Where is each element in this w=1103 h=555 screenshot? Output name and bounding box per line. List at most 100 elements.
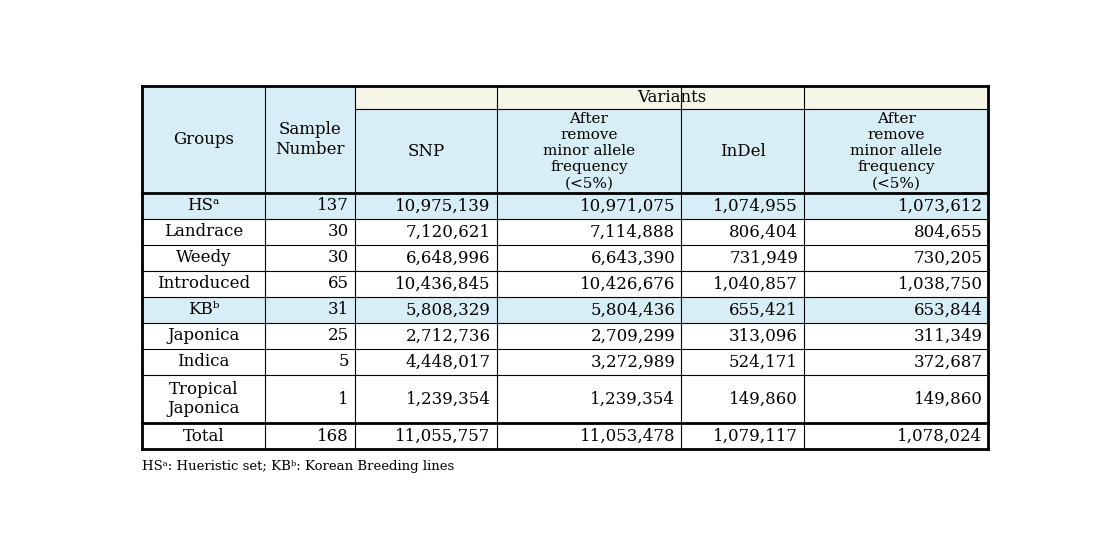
Bar (265, 219, 355, 245)
Text: 10,426,676: 10,426,676 (580, 275, 675, 292)
Bar (355, 245, 496, 271)
Bar (804, 323, 988, 349)
Bar (496, 271, 682, 297)
Bar (265, 86, 355, 193)
Bar (142, 297, 265, 323)
Bar (682, 375, 804, 423)
Bar (355, 349, 496, 375)
Bar (142, 323, 265, 349)
Bar (265, 375, 355, 423)
Text: 524,171: 524,171 (729, 354, 799, 371)
Text: Tropical
Japonica: Tropical Japonica (168, 381, 239, 417)
Bar (265, 423, 355, 449)
Text: 1,038,750: 1,038,750 (898, 275, 983, 292)
Bar (355, 109, 496, 193)
Text: 7,120,621: 7,120,621 (406, 224, 491, 240)
Text: 311,349: 311,349 (913, 327, 983, 345)
Bar (265, 297, 355, 323)
Text: Indica: Indica (178, 354, 229, 371)
Text: Introduced: Introduced (157, 275, 250, 292)
Bar (142, 245, 265, 271)
Text: 168: 168 (318, 427, 349, 445)
Text: 653,844: 653,844 (913, 301, 983, 319)
Text: 5: 5 (339, 354, 349, 371)
Bar (804, 271, 988, 297)
Bar (142, 219, 265, 245)
Bar (265, 323, 355, 349)
Text: 1,074,955: 1,074,955 (714, 198, 799, 214)
Text: 149,860: 149,860 (913, 391, 983, 407)
Text: 6,648,996: 6,648,996 (406, 250, 491, 266)
Bar (804, 193, 988, 219)
Bar (496, 109, 682, 193)
Text: 1,078,024: 1,078,024 (898, 427, 983, 445)
Text: HSᵃ: Hueristic set; KBᵇ: Korean Breeding lines: HSᵃ: Hueristic set; KBᵇ: Korean Breeding… (142, 460, 454, 473)
Bar (682, 349, 804, 375)
Bar (682, 109, 804, 193)
Bar (496, 193, 682, 219)
Bar (142, 349, 265, 375)
Bar (496, 219, 682, 245)
Bar (142, 271, 265, 297)
Bar (804, 109, 988, 193)
Text: 2,712,736: 2,712,736 (406, 327, 491, 345)
Bar (804, 297, 988, 323)
Text: 804,655: 804,655 (913, 224, 983, 240)
Bar (682, 219, 804, 245)
Text: 372,687: 372,687 (913, 354, 983, 371)
Text: 313,096: 313,096 (729, 327, 799, 345)
Bar (265, 349, 355, 375)
Bar (265, 271, 355, 297)
Bar (142, 375, 265, 423)
Bar (265, 245, 355, 271)
Bar (496, 297, 682, 323)
Text: Total: Total (183, 427, 224, 445)
Bar (682, 323, 804, 349)
Text: 30: 30 (328, 224, 349, 240)
Text: 730,205: 730,205 (913, 250, 983, 266)
Bar (355, 193, 496, 219)
Bar (804, 375, 988, 423)
Text: SNP: SNP (407, 143, 445, 160)
Text: 1,073,612: 1,073,612 (898, 198, 983, 214)
Text: 149,860: 149,860 (729, 391, 799, 407)
Bar (496, 375, 682, 423)
Bar (265, 193, 355, 219)
Text: Weedy: Weedy (175, 250, 232, 266)
Text: Landrace: Landrace (164, 224, 244, 240)
Text: 25: 25 (328, 327, 349, 345)
Bar (355, 271, 496, 297)
Text: KBᵇ: KBᵇ (188, 301, 219, 319)
Text: 30: 30 (328, 250, 349, 266)
Text: After
remove
minor allele
frequency
(<5%): After remove minor allele frequency (<5%… (543, 112, 635, 190)
Bar (682, 193, 804, 219)
Bar (496, 245, 682, 271)
Text: 10,436,845: 10,436,845 (395, 275, 491, 292)
Text: 731,949: 731,949 (729, 250, 799, 266)
Bar (355, 323, 496, 349)
Text: 1,079,117: 1,079,117 (713, 427, 799, 445)
Bar (804, 245, 988, 271)
Bar (682, 423, 804, 449)
Bar (682, 245, 804, 271)
Text: 5,804,436: 5,804,436 (590, 301, 675, 319)
Bar (682, 297, 804, 323)
Text: 10,971,075: 10,971,075 (580, 198, 675, 214)
Text: 1,239,354: 1,239,354 (590, 391, 675, 407)
Bar (355, 423, 496, 449)
Text: Japonica: Japonica (168, 327, 239, 345)
Text: 31: 31 (328, 301, 349, 319)
Text: 10,975,139: 10,975,139 (395, 198, 491, 214)
Text: 1: 1 (339, 391, 349, 407)
Bar (142, 423, 265, 449)
Text: 65: 65 (328, 275, 349, 292)
Text: 11,053,478: 11,053,478 (579, 427, 675, 445)
Text: Groups: Groups (173, 131, 234, 148)
Text: Sample
Number: Sample Number (276, 121, 345, 158)
Text: 1,239,354: 1,239,354 (406, 391, 491, 407)
Bar (142, 193, 265, 219)
Bar (355, 375, 496, 423)
Text: 806,404: 806,404 (729, 224, 799, 240)
Bar (496, 423, 682, 449)
Text: 7,114,888: 7,114,888 (590, 224, 675, 240)
